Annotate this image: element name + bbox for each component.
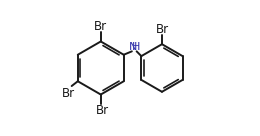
Text: N: N [129,42,137,52]
Text: H: H [132,42,141,52]
Text: Br: Br [62,87,75,100]
Text: Br: Br [155,23,168,36]
Text: Br: Br [94,20,107,33]
Text: Br: Br [96,104,109,117]
